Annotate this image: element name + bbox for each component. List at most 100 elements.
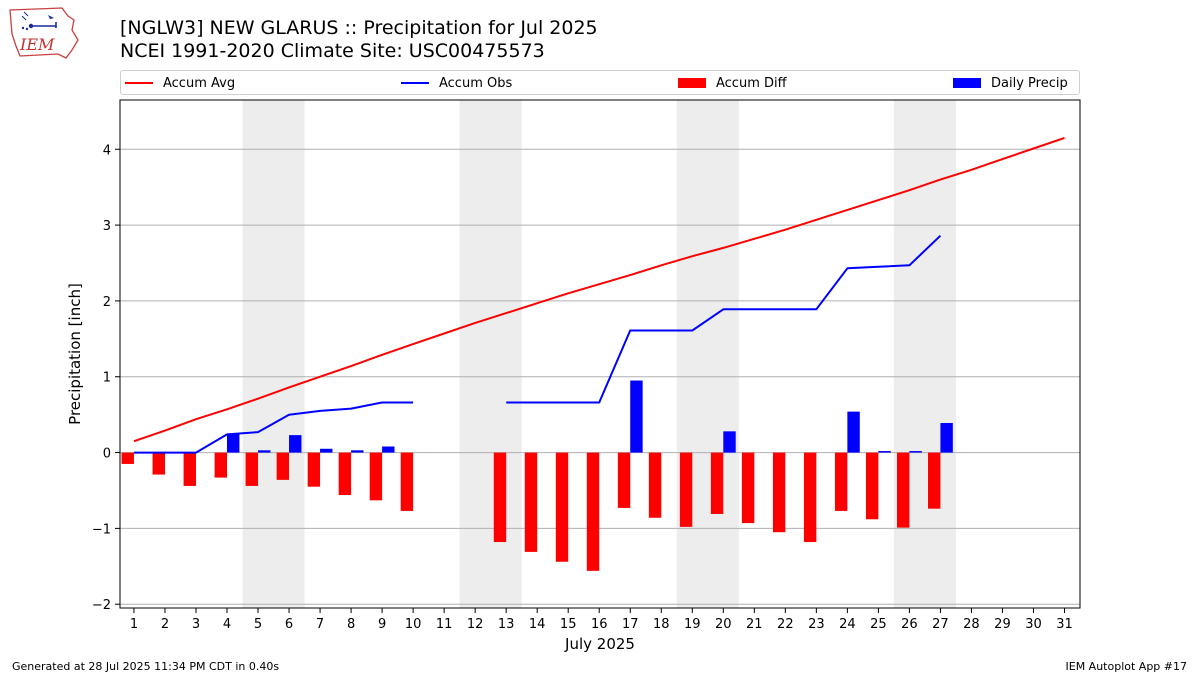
y-axis-label: Precipitation [inch]: [66, 283, 84, 425]
legend-swatch: [401, 82, 429, 84]
legend-label: Accum Avg: [163, 75, 236, 91]
accum-diff-bar: [586, 452, 600, 571]
accum-diff-bar: [307, 452, 321, 487]
legend-item-accum-diff: Accum Diff: [678, 74, 787, 92]
footer-generated-text: Generated at 28 Jul 2025 11:34 PM CDT in…: [12, 660, 280, 673]
x-tick-label: 8: [347, 617, 355, 632]
accum-diff-bar: [896, 452, 910, 528]
x-tick-label: 23: [808, 617, 825, 632]
accum-diff-bar: [803, 452, 817, 543]
x-tick-label: 14: [529, 617, 546, 632]
x-tick-label: 4: [223, 617, 231, 632]
daily-precip-bar: [847, 411, 860, 453]
x-tick-label: 11: [436, 617, 453, 632]
y-tick-label: 1: [103, 371, 111, 386]
daily-precip-bar: [630, 380, 643, 453]
x-tick-label: 30: [1025, 617, 1042, 632]
accum-diff-bar: [245, 452, 259, 486]
accum-diff-bar: [928, 452, 941, 509]
chart-subtitle: NCEI 1991-2020 Climate Site: USC00475573: [120, 40, 545, 62]
x-tick-label: 21: [746, 617, 763, 632]
y-tick-label: 0: [103, 447, 111, 462]
x-tick-label: 6: [285, 617, 293, 632]
accum-diff-bar: [121, 452, 134, 464]
logo-text: IEM: [19, 35, 55, 54]
legend-swatch: [953, 78, 981, 88]
y-tick-label: −1: [92, 522, 111, 537]
accum-diff-bar: [865, 452, 879, 520]
daily-precip-bar: [909, 451, 922, 453]
x-tick-label: 26: [901, 617, 918, 632]
daily-precip-bar: [940, 422, 953, 453]
y-axis-ticks: −2 −1 0 1 2 3 4: [92, 143, 120, 613]
x-tick-label: 25: [870, 617, 887, 632]
accum-diff-bar: [710, 452, 724, 514]
accum-diff-bar: [369, 452, 383, 501]
accum-diff-bar: [741, 452, 755, 524]
legend-label: Accum Diff: [716, 75, 787, 91]
accum-diff-bar: [617, 452, 631, 508]
accum-diff-bar: [834, 452, 848, 511]
x-tick-label: 31: [1056, 617, 1073, 632]
legend-item-daily-precip: Daily Precip: [953, 74, 1068, 92]
accum-diff-bar: [555, 452, 569, 562]
accum-diff-bar: [214, 452, 228, 478]
x-tick-label: 24: [839, 617, 856, 632]
x-tick-label: 19: [684, 617, 701, 632]
x-axis-ticks: 1 2 3 4 5 6 7 8 9 10 11 12 13 14 15 16 17 18 19 20 21 22 23 24 2…: [130, 608, 1073, 632]
legend-label: Accum Obs: [439, 75, 513, 91]
accum-diff-bar: [679, 452, 693, 527]
x-tick-label: 3: [192, 617, 200, 632]
weekend-band: [893, 100, 956, 608]
x-tick-label: 16: [591, 617, 608, 632]
legend-swatch: [678, 78, 706, 88]
daily-precip-bar: [723, 431, 736, 453]
accum-diff-bar: [524, 452, 538, 552]
daily-precip-bar: [289, 435, 302, 453]
x-tick-label: 13: [498, 617, 515, 632]
daily-precip-bar: [320, 448, 333, 453]
accum-obs-line: [134, 401, 414, 454]
daily-precip-bar: [878, 451, 891, 453]
x-tick-label: 17: [622, 617, 639, 632]
legend-item-accum-avg: Accum Avg: [125, 74, 235, 92]
x-tick-label: 27: [932, 617, 949, 632]
x-tick-label: 29: [994, 617, 1011, 632]
x-tick-label: 2: [161, 617, 169, 632]
x-axis-label: July 2025: [564, 635, 635, 653]
x-tick-label: 20: [715, 617, 732, 632]
x-tick-label: 22: [777, 617, 794, 632]
accum-diff-bar: [183, 452, 196, 486]
accum-obs-line: [506, 234, 942, 404]
legend-swatch: [125, 82, 153, 84]
y-tick-label: 4: [103, 143, 111, 158]
y-tick-label: 2: [103, 295, 111, 310]
x-tick-label: 7: [316, 617, 324, 632]
accum-avg-line: [133, 136, 1065, 443]
legend-label: Daily Precip: [991, 75, 1068, 91]
legend: Accum Avg Accum Obs Accum Diff Daily Pre…: [120, 70, 1080, 95]
accum-diff-bar: [772, 452, 786, 533]
accum-diff-bar: [152, 452, 165, 475]
legend-item-accum-obs: Accum Obs: [401, 74, 512, 92]
x-tick-label: 28: [963, 617, 980, 632]
lines: [133, 136, 1065, 454]
accum-diff-bar: [400, 452, 414, 511]
daily-precip-bar: [382, 446, 395, 453]
y-tick-label: −2: [92, 598, 111, 613]
x-tick-label: 9: [378, 617, 386, 632]
daily-precip-bar: [258, 450, 271, 453]
plot-frame: [119, 99, 1081, 609]
accum-diff-bar: [276, 452, 290, 480]
daily-precip-bar: [351, 450, 364, 453]
iem-logo: IEM: [9, 7, 79, 59]
x-tick-label: 18: [653, 617, 670, 632]
accum-diff-bar: [338, 452, 352, 496]
weekend-band: [459, 100, 522, 608]
footer-app-text: IEM Autoplot App #17: [1065, 660, 1188, 673]
x-tick-label: 12: [467, 617, 484, 632]
daily-precip-bar: [227, 434, 240, 453]
x-tick-label: 10: [405, 617, 422, 632]
y-tick-label: 3: [103, 219, 111, 234]
